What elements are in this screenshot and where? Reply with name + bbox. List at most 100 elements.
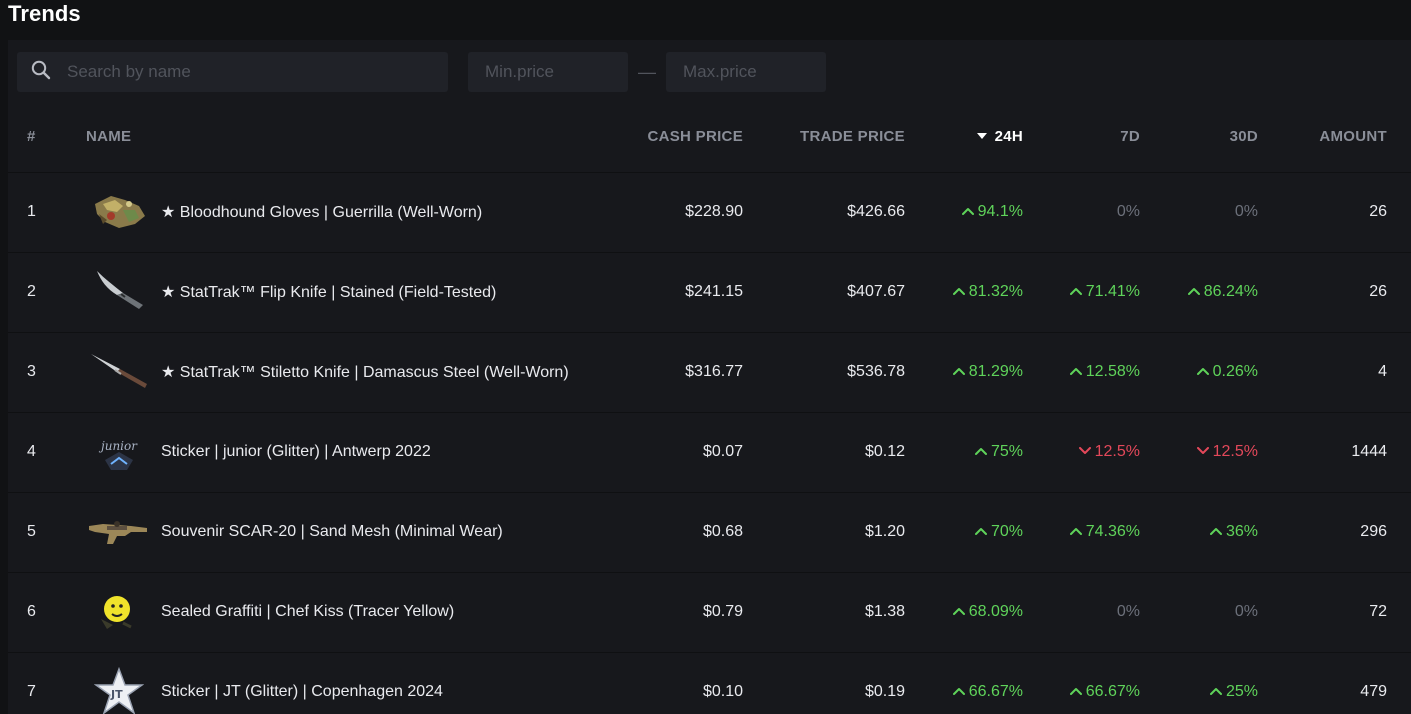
change-7d-cell: 0% [1023,172,1140,252]
cash-price-cell: $316.77 [685,363,743,380]
min-price-input[interactable] [483,61,618,83]
search-input[interactable] [65,61,425,83]
change-30d-cell-value: 0% [1234,603,1258,620]
trade-price-cell: $0.12 [864,443,905,460]
item-name[interactable]: Sticker | JT (Glitter) | Copenhagen 2024 [161,683,443,701]
table-row[interactable]: 1 ★ Bloodhound Gloves | Guerrilla (Well-… [8,172,1411,252]
sort-desc-icon [976,133,987,140]
change-30d-cell-value: 25% [1225,683,1258,701]
column-header-amount[interactable]: AMOUNT [1319,128,1387,146]
trade-price-cell: $426.66 [847,203,905,220]
name-cell[interactable]: ★ StatTrak™ Flip Knife | Stained (Field-… [86,252,606,332]
change-24h-cell-value: 68.09% [968,603,1023,620]
column-header-spacer [1387,102,1411,172]
row-spacer [1387,412,1411,492]
table-row[interactable]: 3 ★ StatTrak™ Stiletto Knife | Damascus … [8,332,1411,412]
change-24h-cell: 81.29% [905,332,1023,412]
name-cell[interactable]: Souvenir SCAR-20 | Sand Mesh (Minimal We… [86,492,606,572]
arrow-up-icon [1069,283,1086,300]
max-price-input[interactable] [681,61,816,83]
name-cell[interactable]: Sealed Graffiti | Chef Kiss (Tracer Yell… [86,572,606,652]
table-row[interactable]: 6 Sealed Graffiti | Chef Kiss (Tracer Ye… [8,572,1411,652]
table-row[interactable]: 7 JT Sticker | JT (Glitter) | Copenhagen… [8,652,1411,714]
change-30d-cell-value: 36% [1225,523,1258,540]
table-row[interactable]: 5 Souvenir SCAR-20 | Sand Mesh (Minimal … [8,492,1411,572]
flip-knife-icon [86,264,152,320]
trade-price-cell: $0.19 [864,683,905,701]
rank-cell: 5 [27,523,36,540]
change-30d-cell: 12.5% [1140,412,1258,492]
item-name[interactable]: Souvenir SCAR-20 | Sand Mesh (Minimal We… [161,523,503,540]
sticker-junior-icon: junior [86,424,152,480]
column-header-trade-price[interactable]: TRADE PRICE [800,128,905,146]
svg-text:JT: JT [110,688,123,701]
arrow-up-icon [1209,683,1226,700]
table-header-row: # NAME CASH PRICE TRADE PRICE 24H 7D 30D… [8,102,1411,172]
item-name[interactable]: Sticker | junior (Glitter) | Antwerp 202… [161,443,431,460]
change-7d-cell: 12.5% [1023,412,1140,492]
cash-price-cell: $0.10 [702,683,743,701]
rank-cell: 1 [27,203,36,220]
row-spacer [1387,572,1411,652]
min-price-box[interactable] [468,52,628,92]
name-cell[interactable]: JT Sticker | JT (Glitter) | Copenhagen 2… [86,652,606,714]
trade-price-cell: $407.67 [847,283,905,300]
table-row[interactable]: 2 ★ StatTrak™ Flip Knife | Stained (Fiel… [8,252,1411,332]
arrow-up-icon [1196,363,1213,380]
search-icon [31,60,51,85]
amount-cell: 296 [1360,523,1387,540]
amount-cell: 479 [1360,683,1387,701]
bloodhound-gloves-icon [86,184,152,240]
price-range-dash: — [638,61,656,82]
column-header-name[interactable]: NAME [86,128,132,146]
rank-cell: 6 [27,603,36,620]
change-7d-cell-value: 74.36% [1085,523,1140,540]
name-cell[interactable]: ★ StatTrak™ Stiletto Knife | Damascus St… [86,332,606,412]
table-row[interactable]: 4 junior Sticker | junior (Glitter) | An… [8,412,1411,492]
item-name[interactable]: Sealed Graffiti | Chef Kiss (Tracer Yell… [161,603,455,620]
table-body: 1 ★ Bloodhound Gloves | Guerrilla (Well-… [8,172,1411,714]
column-header-24h[interactable]: 24H [905,102,1023,172]
change-24h-cell: 68.09% [905,572,1023,652]
cash-price-cell: $0.07 [702,443,743,460]
change-7d-cell-value: 66.67% [1085,683,1140,701]
item-name[interactable]: ★ StatTrak™ Flip Knife | Stained (Field-… [161,284,497,301]
change-24h-cell: 70% [905,492,1023,572]
rank-cell: 3 [27,363,36,380]
search-box[interactable] [17,52,448,92]
change-7d-cell: 0% [1023,572,1140,652]
column-header-rank[interactable]: # [27,128,36,146]
trends-table-wrap: # NAME CASH PRICE TRADE PRICE 24H 7D 30D… [8,102,1411,714]
trends-panel: — # [8,40,1411,714]
change-24h-cell-value: 81.29% [968,363,1023,380]
item-name[interactable]: ★ Bloodhound Gloves | Guerrilla (Well-Wo… [161,204,483,221]
page-title: Trends [8,1,81,26]
arrow-up-icon [1069,683,1086,700]
rank-cell: 7 [27,683,36,701]
row-spacer [1387,332,1411,412]
trade-price-cell: $1.20 [864,523,905,540]
name-cell[interactable]: junior Sticker | junior (Glitter) | Antw… [86,412,606,492]
arrow-up-icon [1069,363,1086,380]
rank-cell: 2 [27,283,36,300]
change-24h-cell-value: 81.32% [968,283,1023,300]
name-cell[interactable]: ★ Bloodhound Gloves | Guerrilla (Well-Wo… [86,172,606,252]
change-30d-cell-value: 0.26% [1212,363,1258,380]
change-24h-cell-value: 70% [990,523,1023,540]
column-header-30d[interactable]: 30D [1229,128,1258,146]
change-24h-cell-value: 75% [990,443,1023,460]
graffiti-chef-kiss-icon [86,584,152,640]
amount-cell: 26 [1369,283,1387,300]
arrow-up-icon [974,443,991,460]
change-30d-cell: 0% [1140,172,1258,252]
column-header-cash-price[interactable]: CASH PRICE [647,128,743,146]
cash-price-cell: $228.90 [685,203,743,220]
arrow-down-icon [1078,443,1095,460]
amount-cell: 72 [1369,603,1387,620]
arrow-up-icon [952,283,969,300]
arrow-up-icon [1069,523,1086,540]
max-price-box[interactable] [666,52,826,92]
item-name[interactable]: ★ StatTrak™ Stiletto Knife | Damascus St… [161,364,569,381]
column-header-7d[interactable]: 7D [1120,128,1140,146]
